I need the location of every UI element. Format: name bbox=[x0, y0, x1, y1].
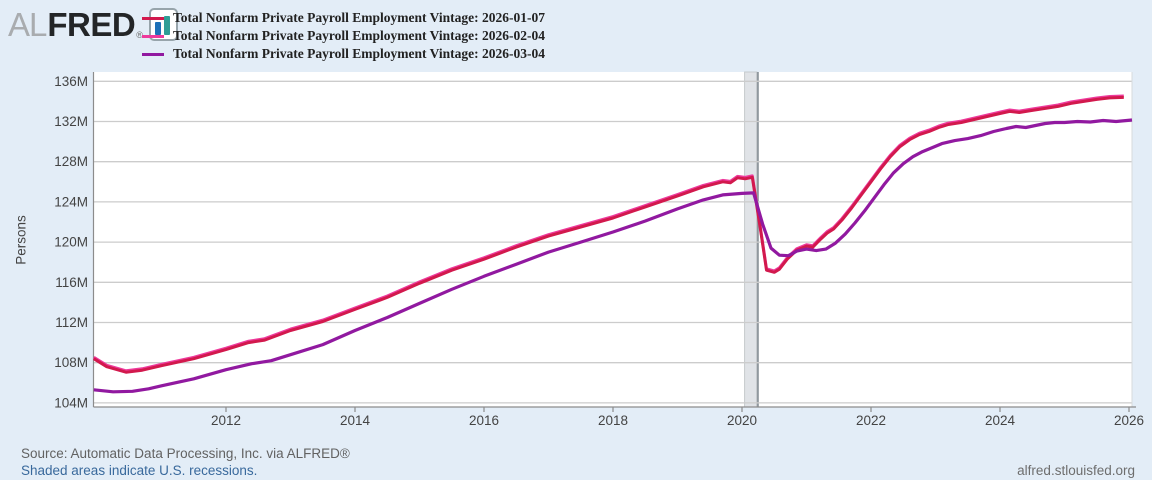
legend-item-0: Total Nonfarm Private Payroll Employment… bbox=[142, 10, 545, 25]
logo-al-text: AL bbox=[8, 6, 47, 43]
series-line-vintage-2026-03-04[interactable] bbox=[93, 118, 1133, 394]
x-tick-label-2022: 2022 bbox=[856, 413, 886, 428]
plot-area[interactable] bbox=[93, 72, 1133, 407]
legend-label: Total Nonfarm Private Payroll Employment… bbox=[173, 10, 545, 25]
legend-line-swatch bbox=[142, 52, 164, 56]
legend-line-swatch bbox=[142, 16, 164, 20]
x-tick-label-2018: 2018 bbox=[598, 413, 628, 428]
y-tick-label-136M: 136M bbox=[54, 74, 88, 89]
x-tick-label-2020: 2020 bbox=[727, 413, 757, 428]
y-tick-label-104M: 104M bbox=[54, 395, 88, 410]
legend-item-1: Total Nonfarm Private Payroll Employment… bbox=[142, 28, 545, 43]
legend-item-2: Total Nonfarm Private Payroll Employment… bbox=[142, 46, 545, 61]
logo-fred-text: FRED bbox=[47, 6, 136, 43]
y-tick-label-132M: 132M bbox=[54, 114, 88, 129]
alfred-logo[interactable]: AL FRED ® bbox=[8, 8, 178, 41]
y-axis-title: Persons bbox=[13, 215, 29, 265]
y-tick-label-112M: 112M bbox=[55, 315, 88, 330]
legend-line-swatch bbox=[142, 34, 164, 38]
registered-mark: ® bbox=[136, 30, 143, 40]
x-tick-label-2012: 2012 bbox=[211, 413, 241, 428]
legend-label: Total Nonfarm Private Payroll Employment… bbox=[173, 28, 545, 43]
legend: Total Nonfarm Private Payroll Employment… bbox=[142, 10, 545, 65]
y-tick-label-108M: 108M bbox=[54, 355, 88, 370]
site-url: alfred.stlouisfed.org bbox=[1017, 463, 1135, 478]
series-line-vintage-2026-01-07[interactable] bbox=[93, 95, 1124, 374]
x-tick-label-2026: 2026 bbox=[1114, 413, 1144, 428]
recession-shading bbox=[744, 71, 758, 408]
y-tick-label-120M: 120M bbox=[54, 235, 88, 250]
source-note: Source: Automatic Data Processing, Inc. … bbox=[21, 446, 350, 461]
bar-chart-icon-teal-bar bbox=[163, 16, 170, 35]
legend-label: Total Nonfarm Private Payroll Employment… bbox=[173, 46, 545, 61]
y-tick-label-128M: 128M bbox=[54, 154, 88, 169]
x-tick-label-2014: 2014 bbox=[340, 413, 371, 428]
x-tick-label-2024: 2024 bbox=[985, 413, 1016, 428]
y-tick-label-124M: 124M bbox=[54, 194, 88, 209]
x-tick-label-2016: 2016 bbox=[469, 413, 499, 428]
y-tick-label-116M: 116M bbox=[55, 275, 88, 290]
recession-shading-link[interactable]: Shaded areas indicate U.S. recessions. bbox=[21, 463, 258, 478]
bar-chart-icon-blue-bar bbox=[154, 22, 161, 35]
